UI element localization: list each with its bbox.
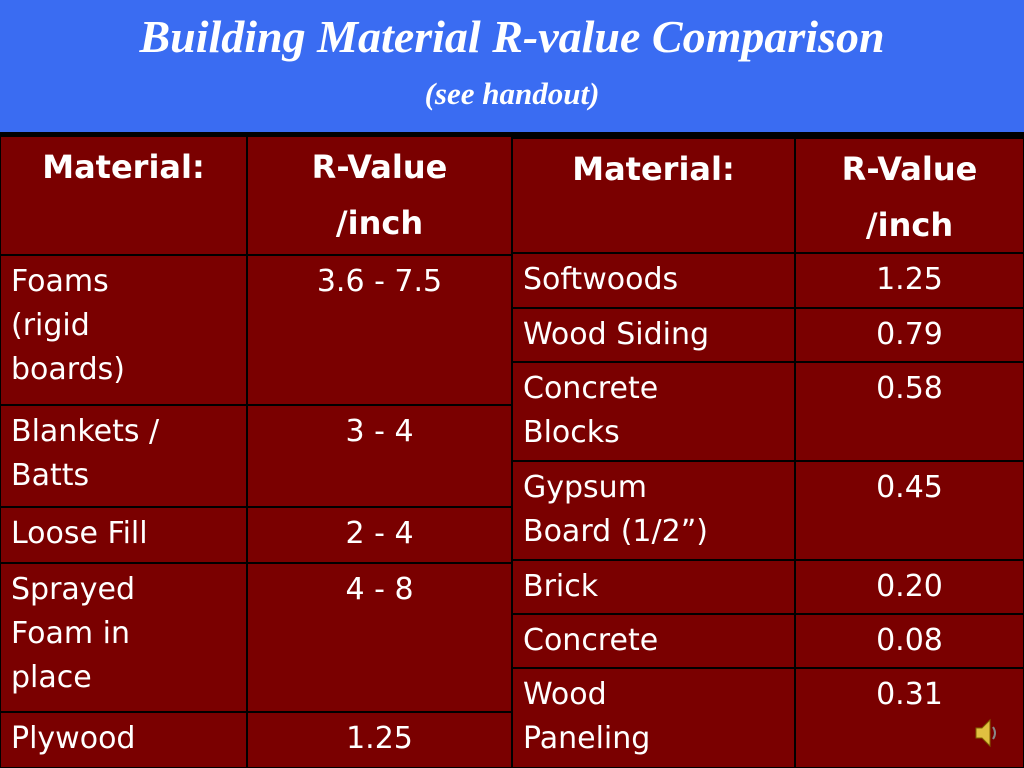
cell-text: Material:	[572, 150, 735, 188]
cell-text: Blankets /	[11, 414, 160, 449]
cell-text: R-Value	[311, 148, 448, 186]
cell-text: Gypsum	[523, 470, 647, 505]
cell-text: Paneling	[523, 721, 651, 756]
title-bar: Building Material R-value Comparison (se…	[0, 0, 1024, 132]
cell-text: 0.45	[876, 470, 943, 505]
cell-text: /inch	[335, 204, 424, 242]
table-cell: Blankets / Batts	[0, 405, 247, 507]
header-cell: R-Value/inch	[795, 138, 1024, 253]
cell-text: Blocks	[523, 415, 620, 450]
table-cell: 2 - 4	[247, 507, 512, 563]
speaker-icon[interactable]	[972, 716, 1002, 750]
table-cell: Gypsum Board (1/2”)	[512, 461, 795, 560]
cell-text: Material:	[42, 148, 205, 186]
subtitle: (see handout)	[424, 76, 600, 111]
table-cell: 0.20	[795, 560, 1024, 614]
table-cell: 1.25	[795, 253, 1024, 308]
cell-text: Foams	[11, 264, 109, 299]
table-cell: Foams (rigid boards)	[0, 255, 247, 405]
cell-text: 1.25	[876, 262, 943, 297]
table-cell: 0.31	[795, 668, 1024, 768]
cell-text: 0.79	[876, 317, 943, 352]
table-cell: Wood Siding	[512, 308, 795, 362]
cell-text: 2 - 4	[345, 516, 414, 551]
cell-text: Brick	[523, 569, 599, 604]
header-cell: R-Value/inch	[247, 136, 512, 255]
cell-text: 0.08	[876, 623, 943, 658]
table-cell: Wood Paneling	[512, 668, 795, 768]
table-cell: Concrete	[512, 614, 795, 668]
cell-text: Sprayed	[11, 572, 136, 607]
cell-text: Wood	[523, 677, 607, 712]
title: Building Material R-value Comparison	[139, 11, 885, 62]
cell-text: R-Value	[841, 150, 978, 188]
cell-text: 0.31	[876, 677, 943, 712]
table-cell: 3 - 4	[247, 405, 512, 507]
cell-text: Concrete	[523, 623, 659, 658]
cell-text: Plywood	[11, 721, 136, 756]
cell-text: Wood Siding	[523, 317, 710, 352]
table-cell: 1.25	[247, 712, 512, 768]
cell-text: boards)	[11, 352, 125, 387]
table-cell: Plywood	[0, 712, 247, 768]
cell-text: Softwoods	[523, 262, 679, 297]
table-cell: 0.08	[795, 614, 1024, 668]
cell-text: Loose Fill	[11, 516, 148, 551]
header-cell: Material:	[512, 138, 795, 253]
cell-text: 0.20	[876, 569, 943, 604]
table-cell: Softwoods	[512, 253, 795, 308]
header-cell: Material:	[0, 136, 247, 255]
table-cell: 4 - 8	[247, 563, 512, 712]
cell-text: 4 - 8	[345, 572, 414, 607]
cell-text: (rigid	[11, 308, 90, 343]
table-cell: Concrete Blocks	[512, 362, 795, 461]
cell-text: /inch	[865, 206, 954, 244]
table-cell: Brick	[512, 560, 795, 614]
cell-text: 0.58	[876, 371, 943, 406]
table-cell: Loose Fill	[0, 507, 247, 563]
cell-text: Board (1/2”)	[523, 514, 708, 549]
table-cell: 0.45	[795, 461, 1024, 560]
table-cell: 0.58	[795, 362, 1024, 461]
cell-text: 3 - 4	[345, 414, 414, 449]
table-cell: 3.6 - 7.5	[247, 255, 512, 405]
table-cell: Sprayed Foam in place	[0, 563, 247, 712]
cell-text: 1.25	[346, 721, 413, 756]
cell-text: Concrete	[523, 371, 659, 406]
cell-text: 3.6 - 7.5	[316, 264, 443, 299]
table-cell: 0.79	[795, 308, 1024, 362]
cell-text: place	[11, 660, 92, 695]
cell-text: Batts	[11, 458, 90, 493]
cell-text: Foam in	[11, 616, 131, 651]
